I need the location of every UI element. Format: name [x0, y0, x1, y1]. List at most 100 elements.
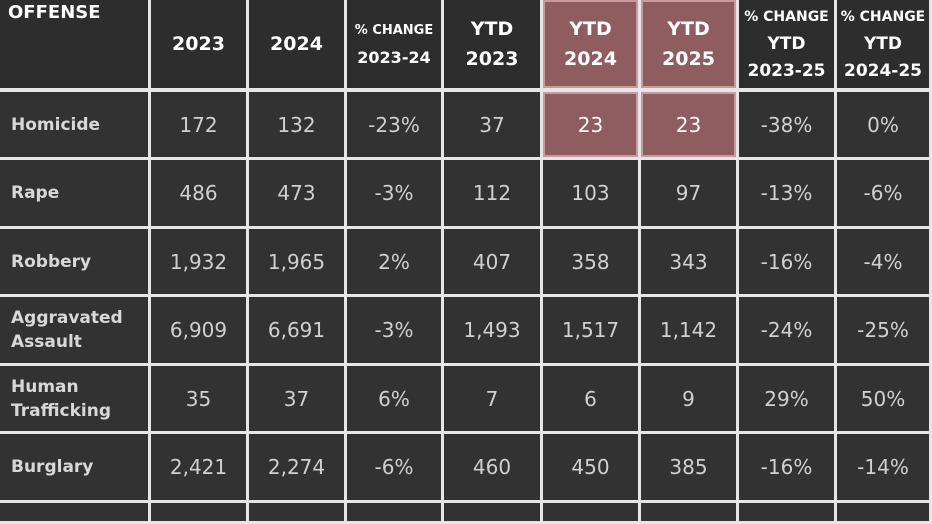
offense-cell: Human Trafficking — [0, 365, 151, 435]
header-pct-change-years: 2024-25 — [843, 60, 923, 81]
value-cell-y2024: 2,274 — [249, 434, 347, 503]
pct-change-cell-chg_ytd_2024_25: 50% — [837, 365, 932, 435]
pct-change-cell-chg_ytd_2024_25: 0% — [837, 92, 932, 161]
value-cell-ytd2024: 6 — [543, 365, 641, 435]
offense-label: Rape — [11, 183, 60, 204]
pct-change-cell-chg_2023_24: -6% — [347, 434, 444, 503]
header-offense-label: OFFENSE — [8, 2, 101, 23]
offense-label: Aggravated — [11, 308, 123, 329]
offense-cell: Rape — [0, 160, 151, 229]
offense-label: Trafficking — [11, 400, 112, 421]
header-pct-change-years: 2023-25 — [747, 60, 826, 81]
header-ytd-2023: YTD 2023 — [444, 0, 543, 92]
offense-label: Human — [11, 376, 79, 397]
empty-cell — [641, 502, 739, 524]
offense-label: Burglary — [11, 457, 94, 478]
header-2024-label: 2024 — [270, 33, 323, 55]
empty-cell — [249, 502, 347, 524]
header-ytd-label: YTD — [569, 18, 612, 40]
offense-cell: Robbery — [0, 228, 151, 298]
header-pct-change-years: 2023-24 — [357, 48, 431, 67]
value-cell-y2023: 2,421 — [151, 434, 249, 503]
value-cell-y2023: 6,909 — [151, 297, 249, 366]
pct-change-cell-chg_2023_24: 2% — [347, 228, 444, 298]
table-row: Robbery 1,932 1,965 2% 407 358 343 -16% -4% — [0, 228, 932, 298]
value-cell-ytd2025: 97 — [641, 160, 739, 229]
empty-cell — [151, 502, 249, 524]
table-row: Rape 486 473 -3% 112 103 97 -13% -6% — [0, 160, 932, 229]
value-cell-ytd2024: 358 — [543, 228, 641, 298]
value-cell-ytd2025: 1,142 — [641, 297, 739, 366]
header-pct-change-label: % CHANGE — [354, 23, 434, 38]
pct-change-cell-chg_2023_24: 6% — [347, 365, 444, 435]
header-offense: OFFENSE — [0, 0, 151, 92]
value-cell-ytd2025: 343 — [641, 228, 739, 298]
header-ytd-label: YTD — [667, 18, 710, 40]
header-ytd-label: YTD — [470, 18, 514, 40]
value-cell-y2024: 132 — [249, 92, 347, 161]
value-cell-y2024: 473 — [249, 160, 347, 229]
value-cell-y2024: 6,691 — [249, 297, 347, 366]
offense-label: Assault — [11, 332, 82, 353]
table-row: Burglary 2,421 2,274 -6% 460 450 385 -16% -14% — [0, 434, 932, 503]
pct-change-cell-chg_ytd_2023_25: -38% — [739, 92, 837, 161]
value-cell-ytd2023: 460 — [444, 434, 543, 503]
pct-change-cell-chg_ytd_2024_25: -14% — [837, 434, 932, 503]
value-cell-ytd2023: 112 — [444, 160, 543, 229]
value-cell-ytd2023: 37 — [444, 92, 543, 161]
empty-cell — [444, 502, 543, 524]
value-cell-ytd2024: 23 — [543, 92, 641, 161]
offense-cell: Aggravated Assault — [0, 297, 151, 366]
header-pct-change-ytd: YTD — [863, 33, 903, 54]
offense-cell: Homicide — [0, 92, 151, 161]
table-row: Homicide 172 132 -23% 37 23 23 -38% 0% — [0, 92, 932, 161]
value-cell-y2024: 1,965 — [249, 228, 347, 298]
value-cell-ytd2023: 407 — [444, 228, 543, 298]
header-pct-change-label: % CHANGE — [840, 8, 926, 25]
header-2023-label: 2023 — [172, 33, 225, 55]
value-cell-ytd2023: 1,493 — [444, 297, 543, 366]
header-pct-change-label: % CHANGE — [744, 8, 829, 25]
value-cell-ytd2025: 9 — [641, 365, 739, 435]
pct-change-cell-chg_ytd_2024_25: -4% — [837, 228, 932, 298]
pct-change-cell-chg_2023_24: -3% — [347, 160, 444, 229]
header-pct-change-ytd-2023-25: % CHANGE YTD 2023-25 — [739, 0, 837, 92]
value-cell-y2023: 486 — [151, 160, 249, 229]
pct-change-cell-chg_ytd_2024_25: -6% — [837, 160, 932, 229]
pct-change-cell-chg_2023_24: -23% — [347, 92, 444, 161]
pct-change-cell-chg_2023_24: -3% — [347, 297, 444, 366]
header-ytd-2024: YTD 2024 — [543, 0, 641, 92]
pct-change-cell-chg_ytd_2023_25: -24% — [739, 297, 837, 366]
header-pct-change-ytd-2024-25: % CHANGE YTD 2024-25 — [837, 0, 932, 92]
pct-change-cell-chg_ytd_2024_25: -25% — [837, 297, 932, 366]
value-cell-ytd2024: 103 — [543, 160, 641, 229]
table-row: Aggravated Assault 6,909 6,691 -3% 1,493 1,517… — [0, 297, 932, 366]
table-row: Human Trafficking 35 37 6% 7 6 9 29% 50% — [0, 365, 932, 435]
value-cell-y2024: 37 — [249, 365, 347, 435]
header-pct-change-2023-24: % CHANGE 2023-24 — [347, 0, 444, 92]
offense-cell: Burglary — [0, 434, 151, 503]
value-cell-y2023: 172 — [151, 92, 249, 161]
pct-change-cell-chg_ytd_2023_25: -16% — [739, 434, 837, 503]
value-cell-ytd2025: 385 — [641, 434, 739, 503]
header-ytd-year: 2024 — [564, 48, 617, 70]
header-2023: 2023 — [151, 0, 249, 92]
pct-change-cell-chg_ytd_2023_25: 29% — [739, 365, 837, 435]
table-body: Homicide 172 132 -23% 37 23 23 -38% 0% Rape 486 473… — [0, 92, 932, 524]
header-ytd-year: 2023 — [465, 48, 519, 70]
offense-label: Homicide — [11, 114, 101, 135]
empty-cell — [347, 502, 444, 524]
empty-cell — [739, 502, 837, 524]
value-cell-ytd2023: 7 — [444, 365, 543, 435]
value-cell-ytd2025: 23 — [641, 92, 739, 161]
header-pct-change-ytd: YTD — [767, 33, 806, 54]
empty-cell — [543, 502, 641, 524]
empty-cell — [0, 502, 151, 524]
header-ytd-2025: YTD 2025 — [641, 0, 739, 92]
header-2024: 2024 — [249, 0, 347, 92]
table-row-partial — [0, 502, 932, 524]
value-cell-ytd2024: 450 — [543, 434, 641, 503]
value-cell-y2023: 1,932 — [151, 228, 249, 298]
value-cell-y2023: 35 — [151, 365, 249, 435]
